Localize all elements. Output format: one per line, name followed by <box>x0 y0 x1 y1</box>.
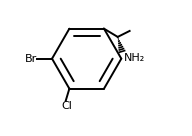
Text: Cl: Cl <box>61 101 72 112</box>
Text: Br: Br <box>24 54 37 64</box>
Text: NH₂: NH₂ <box>124 53 145 64</box>
